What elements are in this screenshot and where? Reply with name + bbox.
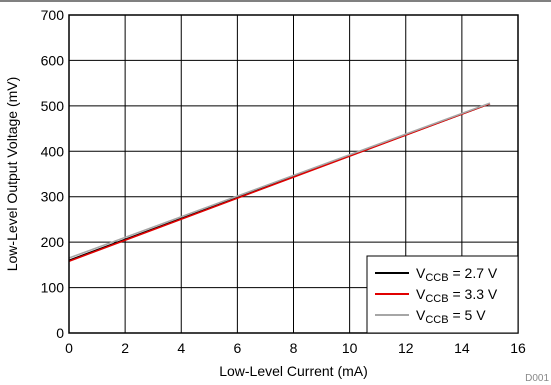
series-group (68, 102, 491, 262)
x-axis-label: Low-Level Current (mA) (219, 363, 368, 379)
y-tick-label: 200 (41, 234, 65, 250)
plot-frame (68, 14, 519, 334)
y-axis-label: Low-Level Output Voltage (mV) (4, 77, 20, 272)
legend-label-1: VCCB = 2.7 V (416, 265, 498, 284)
series-line-3 (68, 102, 491, 259)
x-tick-label: 0 (65, 340, 73, 356)
y-tick-label: 600 (41, 52, 65, 68)
series-line-2 (68, 102, 491, 262)
x-tick-label: 12 (398, 340, 414, 356)
y-tick-label: 0 (56, 325, 64, 341)
x-tick-label: 2 (121, 340, 129, 356)
y-tick-label: 300 (41, 189, 65, 205)
legend-label-2: VCCB = 3.3 V (416, 286, 498, 305)
x-tick-label: 8 (290, 340, 298, 356)
x-tick-label: 10 (342, 340, 358, 356)
x-tick-label: 16 (510, 340, 526, 356)
y-tick-label: 700 (41, 7, 65, 23)
x-tick-label: 6 (233, 340, 241, 356)
legend: VCCB = 2.7 V VCCB = 3.3 V VCCB = 5 V (366, 255, 519, 334)
figure-id: D001 (525, 373, 549, 384)
y-tick-label: 100 (41, 280, 65, 296)
x-tick-label: 14 (454, 340, 470, 356)
legend-label-3: VCCB = 5 V (416, 307, 486, 326)
y-tick-label: 500 (41, 98, 65, 114)
x-tick-label: 4 (177, 340, 185, 356)
tick-labels: 0 2 4 6 8 10 12 14 16 0 100 200 300 400 500 600 700 (41, 7, 526, 356)
y-tick-label: 400 (41, 143, 65, 159)
